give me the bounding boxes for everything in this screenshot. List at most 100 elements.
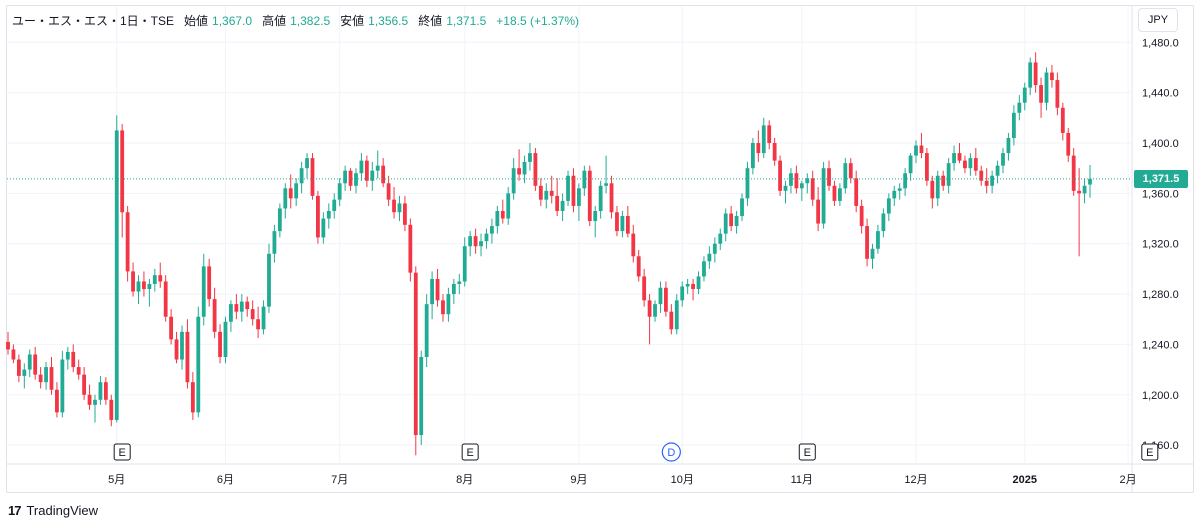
candle [370,161,375,191]
candle-body [968,158,973,169]
candle [631,224,636,263]
candle [38,367,43,389]
candle [914,140,918,164]
candle [71,344,76,373]
candle-body [71,351,76,368]
tradingview-logo[interactable]: 17 TradingView [8,503,98,518]
candle [348,168,353,191]
chart-frame [6,5,1194,493]
candle [843,158,848,194]
candle [636,250,641,282]
candle [549,175,554,204]
candle-body [886,198,891,214]
candle [750,137,755,175]
candle-body [799,183,804,189]
candle-body [517,168,521,175]
candle [832,180,837,206]
candle [946,158,951,194]
candle-body [587,170,592,222]
candle-body [528,153,532,162]
candle [734,210,739,234]
candle-body [593,210,598,222]
earnings-marker-box [1141,443,1159,461]
candle [1050,64,1054,88]
earnings-marker[interactable]: E [1141,443,1159,461]
candle [462,237,467,287]
candle [522,155,527,184]
candle-body [147,283,152,290]
x-tick-label: 7月 [331,474,348,486]
candle [1077,168,1082,257]
candle [1033,52,1038,93]
candle-body [364,160,369,181]
candle [718,228,723,250]
candle-body [919,145,924,154]
candle-body [848,163,853,179]
candle [745,161,750,206]
candle [1017,95,1022,121]
candle-body [914,145,918,156]
candle [598,180,603,219]
symbol-title: ユー・エス・エス・1日・TSE [12,14,175,28]
candle-body [305,158,309,169]
candle [979,165,984,186]
candle [310,153,315,200]
candle-body [87,394,92,405]
candle-body [642,276,647,301]
candle [147,278,152,307]
currency-button[interactable]: JPY [1138,8,1178,32]
candle-body [207,266,212,300]
y-tick-label: 1,440.0 [1142,88,1179,100]
candles [6,52,1092,456]
candle [816,187,821,232]
candle-body [109,399,114,420]
candle-body [16,359,21,376]
candle-body [957,153,962,161]
candle-body [196,316,201,413]
earnings-marker-box [113,443,131,461]
candle-body [120,130,125,213]
candle-body [669,311,674,330]
candle [544,183,549,209]
candle [663,281,668,317]
candle [326,203,331,229]
candle-body [549,190,554,196]
candle-body [511,168,516,194]
candle [658,281,663,313]
candle [103,377,108,405]
candle-body [370,170,375,181]
earnings-marker[interactable]: E [113,443,131,461]
x-tick-label: 2月 [1119,474,1136,486]
candle [538,178,543,206]
high-label: 高値 [262,14,287,28]
candle-body [190,382,195,413]
candle-body [267,253,271,307]
candle-body [761,125,766,154]
earnings-marker[interactable]: E [798,443,816,461]
candle-body [631,233,636,257]
low-value: 1,356.5 [368,14,409,28]
candle-body [6,341,10,350]
candle-body [239,301,244,312]
earnings-marker-label: E [804,447,811,459]
candle-body [1082,185,1087,194]
candle [16,354,21,383]
candle [827,160,831,191]
candle-body [169,316,174,340]
earnings-marker[interactable]: E [461,443,479,461]
candle-body [973,158,978,171]
candle [696,271,701,295]
candle-body [468,236,473,247]
candle-body [245,301,250,310]
y-tick-label: 1,480.0 [1142,37,1179,49]
candle [413,266,418,456]
candle-body [103,382,108,400]
candle-body [935,175,940,199]
candle [354,168,358,194]
candle-body [995,165,1000,176]
dividend-marker[interactable]: D [661,442,681,462]
candle-body [277,208,282,232]
candle-body [142,281,146,290]
candle [419,350,424,446]
